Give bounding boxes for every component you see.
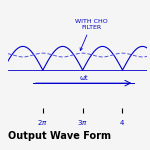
Text: ωt: ωt [79,75,88,81]
Text: WITH CHO
FILTER: WITH CHO FILTER [75,19,108,50]
Text: WITHOUT
FILTER: WITHOUT FILTER [0,149,1,150]
Text: Output Wave Form: Output Wave Form [8,131,111,141]
